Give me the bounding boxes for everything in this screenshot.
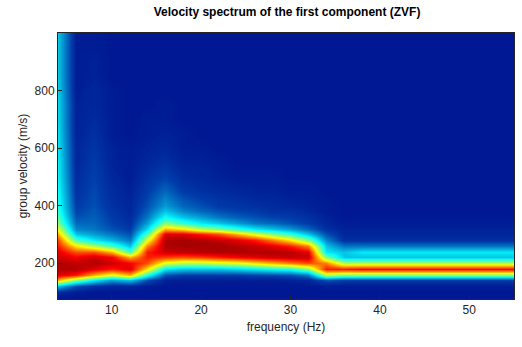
svg-text:Velocity spectrum of the first: Velocity spectrum of the first component… [154,5,421,19]
svg-text:200: 200 [35,256,55,270]
svg-text:10: 10 [105,303,119,317]
svg-text:50: 50 [463,303,477,317]
svg-text:400: 400 [35,199,55,213]
svg-text:30: 30 [284,303,298,317]
svg-text:20: 20 [194,303,208,317]
svg-text:group velocity (m/s): group velocity (m/s) [16,114,30,219]
svg-text:600: 600 [35,141,55,155]
svg-text:800: 800 [35,84,55,98]
svg-text:40: 40 [373,303,387,317]
svg-text:frequency (Hz): frequency (Hz) [247,320,326,334]
